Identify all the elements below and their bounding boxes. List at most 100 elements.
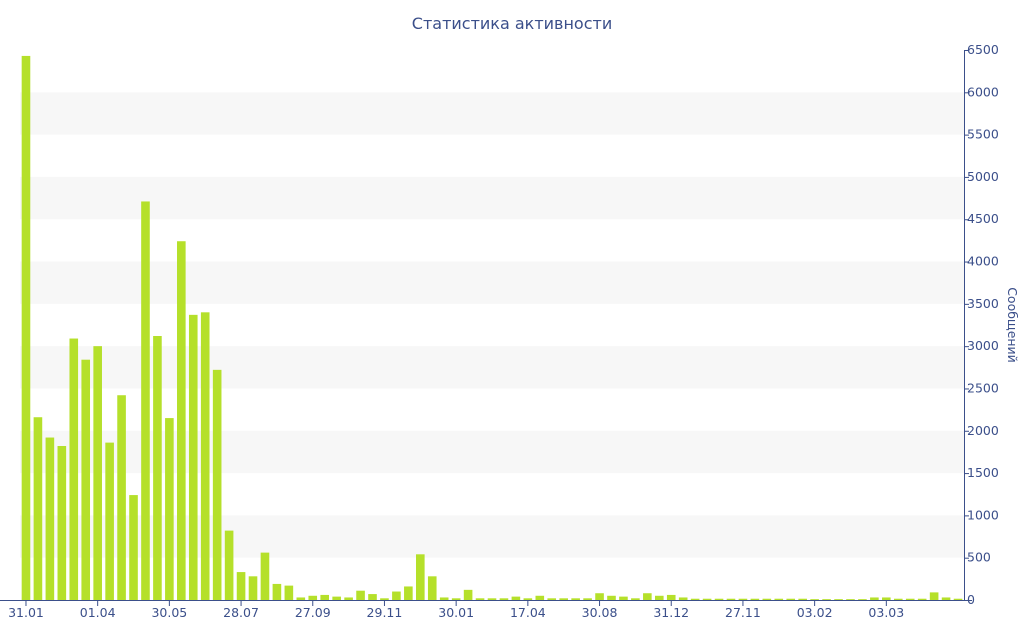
bar: [427, 576, 437, 600]
x-tick-label: 27.11: [725, 605, 761, 620]
bar: [117, 395, 126, 600]
bar: [511, 596, 521, 600]
x-tick-label: 31.12: [653, 605, 689, 620]
bar: [212, 369, 222, 600]
bar: [535, 595, 545, 600]
grid-band: [20, 261, 964, 304]
bar: [678, 597, 688, 600]
y-tick-label: 5500: [967, 127, 999, 142]
y-axis-title: Сообщений: [1005, 287, 1020, 363]
x-axis-ticks: 31.01 01.04 30.05 28.07 27.09 29.11 30.01 17.04…: [8, 600, 904, 620]
bar: [57, 446, 67, 600]
bar: [893, 598, 903, 600]
bar: [559, 598, 568, 600]
bar: [284, 585, 294, 600]
chart-title: Статистика активности: [411, 14, 613, 33]
bar: [702, 598, 712, 600]
y-tick-label: 3000: [967, 338, 999, 353]
bar: [344, 597, 353, 600]
bar: [774, 598, 784, 600]
bar: [523, 598, 533, 600]
bar: [929, 592, 939, 600]
bar: [272, 583, 282, 600]
x-tick-label: 27.09: [295, 605, 331, 620]
bar: [547, 598, 557, 600]
bar: [798, 598, 807, 600]
y-tick-label: 4000: [967, 254, 999, 269]
bar: [882, 597, 891, 600]
bar: [475, 598, 485, 600]
bar: [666, 594, 676, 600]
y-tick-label: 1500: [967, 465, 999, 480]
bar: [451, 598, 461, 600]
bar: [45, 437, 55, 600]
bar: [846, 599, 855, 600]
bar: [690, 598, 700, 600]
bar: [953, 598, 963, 600]
bar: [858, 599, 867, 600]
bar: [21, 55, 31, 600]
bar: [607, 595, 616, 600]
x-tick-label: 01.04: [80, 605, 116, 620]
bar: [188, 314, 198, 600]
grid-band: [20, 92, 964, 135]
bar: [439, 597, 449, 600]
bar: [595, 593, 604, 600]
bar: [165, 418, 174, 600]
x-tick-label: 30.08: [582, 605, 618, 620]
x-tick-label: 28.07: [223, 605, 259, 620]
bar: [392, 591, 401, 600]
bar: [941, 597, 951, 600]
y-tick-label: 6500: [967, 42, 999, 57]
y-tick-label: 2500: [967, 380, 999, 395]
bar: [380, 598, 389, 600]
bar: [248, 576, 258, 600]
axes: [0, 50, 972, 601]
y-tick-label: 6000: [967, 84, 999, 99]
bar: [320, 594, 330, 600]
bar: [917, 598, 927, 600]
y-tick-label: 5000: [967, 169, 999, 184]
x-tick-label: 31.01: [8, 605, 44, 620]
bar: [499, 598, 509, 600]
bar: [619, 596, 628, 600]
bar: [81, 359, 91, 600]
y-tick-label: 3500: [967, 296, 999, 311]
bar: [738, 598, 748, 600]
bar: [308, 595, 318, 600]
x-tick-label: 29.11: [367, 605, 403, 620]
bar: [750, 598, 760, 600]
bar: [834, 599, 843, 600]
bar: [583, 598, 592, 600]
grid-band: [20, 176, 964, 220]
bar: [105, 442, 114, 600]
y-tick-label: 0: [967, 592, 975, 607]
x-tick-label: 30.01: [438, 605, 474, 620]
bar: [33, 417, 43, 600]
y-tick-label: 500: [967, 550, 991, 565]
bar: [416, 554, 425, 600]
bar: [714, 598, 724, 600]
bar: [93, 346, 102, 600]
bar: [810, 599, 819, 600]
bar: [870, 597, 879, 600]
bar: [69, 338, 79, 600]
bar: [786, 598, 796, 600]
bar: [726, 598, 736, 600]
bar: [368, 594, 377, 600]
bar: [296, 597, 306, 600]
bar: [571, 598, 580, 600]
bar: [654, 595, 664, 600]
x-tick-label: 03.03: [868, 605, 904, 620]
bar: [762, 598, 772, 600]
y-tick-label: 4500: [967, 211, 999, 226]
bar: [177, 241, 186, 600]
x-tick-label: 03.02: [797, 605, 833, 620]
bar: [905, 598, 915, 600]
y-tick-label: 2000: [967, 423, 999, 438]
bar: [200, 312, 210, 600]
bar: [236, 572, 246, 600]
bars: [21, 55, 963, 600]
x-tick-label: 30.05: [151, 605, 187, 620]
bar: [260, 552, 270, 600]
